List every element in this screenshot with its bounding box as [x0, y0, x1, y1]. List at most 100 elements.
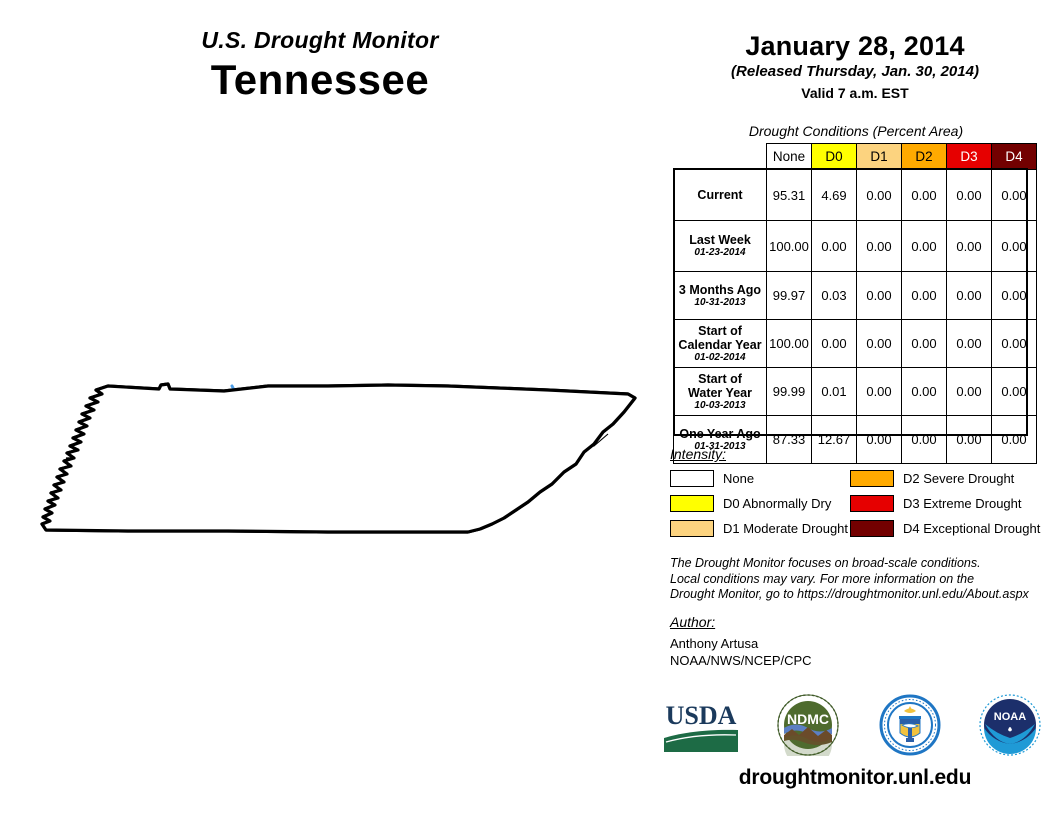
row-label: Last Week 01-23-2014 [673, 220, 767, 272]
legend-item-d2: D2 Severe Drought [850, 468, 1050, 489]
cell-d1: 0.00 [856, 169, 902, 221]
row-date: 01-02-2014 [694, 351, 746, 363]
column-header-d1: D1 [856, 143, 902, 170]
cell-d3: 0.00 [946, 367, 992, 416]
cell-none: 99.97 [766, 271, 812, 320]
noaa-logo: NOAA [978, 693, 1042, 761]
release-date: (Released Thursday, Jan. 30, 2014) [731, 63, 979, 80]
cell-d0: 0.01 [811, 367, 857, 416]
date-header: January 28, 2014 (Released Thursday, Jan… [660, 30, 1050, 104]
table-corner-cell [674, 144, 767, 170]
cell-d3: 0.00 [946, 169, 992, 221]
drought-conditions-table: None D0 D1 D2 D3 D4 Current 95.31 4.69 0.00… [673, 143, 1037, 464]
cell-d2: 0.00 [901, 169, 947, 221]
column-header-d4: D4 [991, 143, 1037, 170]
ndmc-logo: NDMC [775, 693, 841, 768]
legend-swatch-none [670, 470, 714, 487]
state-outline-overlay [40, 382, 637, 534]
cell-d3: 0.00 [946, 415, 992, 464]
valid-time: Valid 7 a.m. EST [801, 85, 909, 101]
cell-none: 99.99 [766, 367, 812, 416]
legend-item-d1: D1 Moderate Drought [670, 518, 850, 539]
legend-swatch-d4 [850, 520, 894, 537]
cell-d0: 0.03 [811, 271, 857, 320]
row-label: One Year Ago 01-31-2013 [673, 415, 767, 464]
cell-d4: 0.00 [991, 271, 1037, 320]
intensity-heading: Intensity: [670, 446, 727, 462]
table-row: Current 95.31 4.69 0.00 0.00 0.00 0.00 [673, 169, 1037, 221]
column-header-none: None [766, 143, 812, 170]
column-header-d0: D0 [811, 143, 857, 170]
table-row: Start of Calendar Year 01-02-2014 100.00 0.0… [673, 319, 1037, 368]
cell-d4: 0.00 [991, 319, 1037, 368]
table-header-row: None D0 D1 D2 D3 D4 [674, 143, 1037, 170]
legend-label-none: None [723, 471, 755, 486]
table-row: Last Week 01-23-2014 100.00 0.00 0.00 0.00 0.0… [673, 220, 1037, 272]
cell-d2: 0.00 [901, 220, 947, 272]
legend-label-d4: D4 Exceptional Drought [903, 521, 1041, 536]
noaa-logo-text: NOAA [994, 711, 1026, 723]
cell-d0: 0.00 [811, 220, 857, 272]
map-svg [40, 382, 637, 534]
row-label: Start of Water Year 10-03-2013 [673, 367, 767, 416]
cell-d2: 0.00 [901, 271, 947, 320]
legend-swatch-d0 [670, 495, 714, 512]
cell-d0: 0.00 [811, 319, 857, 368]
disclaimer-line-3: Drought Monitor, go to https://droughtmo… [670, 587, 1029, 601]
cell-d3: 0.00 [946, 271, 992, 320]
commerce-seal [877, 694, 943, 761]
author-name: Anthony Artusa [670, 636, 759, 651]
table-row: Start of Water Year 10-03-2013 99.99 0.01 0.0… [673, 367, 1037, 416]
legend-label-d0: D0 Abnormally Dry [723, 496, 832, 511]
table-caption: Drought Conditions (Percent Area) [748, 123, 964, 139]
ndmc-logo-text: NDMC [787, 711, 829, 727]
cell-d1: 0.00 [856, 367, 902, 416]
cell-d4: 0.00 [991, 220, 1037, 272]
column-header-d2: D2 [901, 143, 947, 170]
legend-swatch-d3 [850, 495, 894, 512]
legend-grid: None D2 Severe Drought D0 Abnormally Dry D3… [670, 468, 1050, 539]
cell-none: 95.31 [766, 169, 812, 221]
site-url: droughtmonitor.unl.edu [738, 766, 972, 789]
legend-label-d1: D1 Moderate Drought [723, 521, 849, 536]
disclaimer-text: The Drought Monitor focuses on broad-sca… [670, 556, 1050, 603]
cell-d0: 4.69 [811, 169, 857, 221]
row-label: Current [673, 169, 767, 221]
cell-d2: 0.00 [901, 367, 947, 416]
disclaimer-line-2: Local conditions may vary. For more info… [670, 571, 975, 586]
usda-logo-text: USDA [666, 701, 737, 730]
row-label: Start of Calendar Year 01-02-2014 [673, 319, 767, 368]
legend-label-d2: D2 Severe Drought [903, 471, 1015, 486]
row-date: 01-23-2014 [694, 247, 746, 258]
logo-row: USDA NDMC [662, 692, 1042, 768]
cell-none: 100.00 [766, 319, 812, 368]
legend-item-d0: D0 Abnormally Dry [670, 493, 850, 514]
legend-swatch-d2 [850, 470, 894, 487]
legend-item-d3: D3 Extreme Drought [850, 493, 1050, 514]
cell-d3: 0.00 [946, 220, 992, 272]
state-title: Tennessee [210, 56, 430, 103]
cell-d2: 0.00 [901, 415, 947, 464]
cell-d4: 0.00 [991, 169, 1037, 221]
cell-d3: 0.00 [946, 319, 992, 368]
usda-logo: USDA [662, 697, 740, 758]
legend-label-d3: D3 Extreme Drought [903, 496, 1022, 511]
legend-item-d4: D4 Exceptional Drought [850, 518, 1050, 539]
column-header-d3: D3 [946, 143, 992, 170]
cell-d4: 0.00 [991, 367, 1037, 416]
issue-date: January 28, 2014 [745, 31, 965, 61]
cell-none: 100.00 [766, 220, 812, 272]
row-date: 01-31-2013 [694, 440, 746, 452]
row-label: 3 Months Ago 10-31-2013 [673, 271, 767, 320]
intensity-legend: Intensity: None D2 Severe Drought D0 Abnor… [670, 446, 1050, 539]
page-title: U.S. Drought Monitor [201, 27, 439, 53]
row-date: 10-31-2013 [694, 296, 746, 308]
author-affiliation: NOAA/NWS/NCEP/CPC [670, 653, 812, 668]
cell-d1: 0.00 [856, 319, 902, 368]
title-block: U.S. Drought Monitor Tennessee [0, 26, 640, 106]
tennessee-drought-map [28, 372, 638, 552]
disclaimer-line-1: The Drought Monitor focuses on broad-sca… [670, 556, 981, 570]
cell-d1: 0.00 [856, 271, 902, 320]
author-heading: Author: [670, 614, 716, 630]
author-block: Author: Anthony Artusa NOAA/NWS/NCEP/CPC [670, 614, 1050, 669]
